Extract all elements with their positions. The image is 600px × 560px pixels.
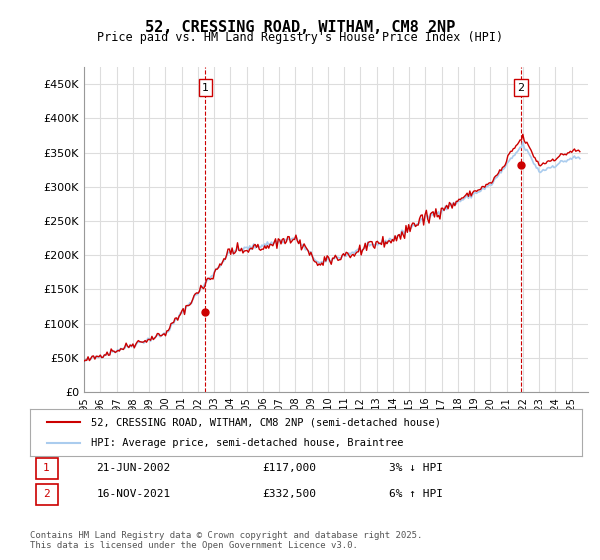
Text: 52, CRESSING ROAD, WITHAM, CM8 2NP (semi-detached house): 52, CRESSING ROAD, WITHAM, CM8 2NP (semi…: [91, 417, 441, 427]
FancyBboxPatch shape: [35, 458, 58, 479]
FancyBboxPatch shape: [35, 484, 58, 505]
Text: 1: 1: [202, 83, 209, 93]
Text: 21-JUN-2002: 21-JUN-2002: [96, 463, 170, 473]
Text: 52, CRESSING ROAD, WITHAM, CM8 2NP: 52, CRESSING ROAD, WITHAM, CM8 2NP: [145, 20, 455, 35]
Text: 6% ↑ HPI: 6% ↑ HPI: [389, 489, 443, 500]
Text: HPI: Average price, semi-detached house, Braintree: HPI: Average price, semi-detached house,…: [91, 438, 403, 448]
Text: 2: 2: [517, 83, 524, 93]
Text: 3% ↓ HPI: 3% ↓ HPI: [389, 463, 443, 473]
Text: Contains HM Land Registry data © Crown copyright and database right 2025.
This d: Contains HM Land Registry data © Crown c…: [30, 530, 422, 550]
Text: 2: 2: [43, 489, 50, 500]
Text: 1: 1: [43, 463, 50, 473]
Text: 16-NOV-2021: 16-NOV-2021: [96, 489, 170, 500]
Text: £117,000: £117,000: [262, 463, 316, 473]
Text: £332,500: £332,500: [262, 489, 316, 500]
Text: Price paid vs. HM Land Registry's House Price Index (HPI): Price paid vs. HM Land Registry's House …: [97, 31, 503, 44]
